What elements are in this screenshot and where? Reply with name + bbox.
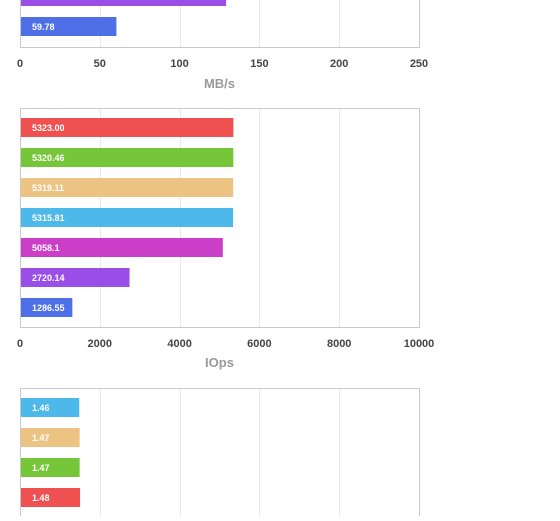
bar-value-label: 128.57 [32, 0, 60, 2]
bar [21, 178, 234, 197]
bar-value-label: 59.78 [32, 22, 55, 32]
bar-chart-3: 1.46 1.47 1.47 1.48 [20, 388, 420, 521]
x-tick-label: 6000 [247, 338, 271, 350]
bar [21, 17, 117, 36]
bar-value-label: 5320.46 [32, 153, 65, 163]
bar-value-label: 1.47 [32, 433, 50, 443]
x-tick-label: 50 [94, 58, 106, 70]
bar [21, 118, 234, 137]
x-axis-title: IOps [205, 355, 234, 370]
bar-value-label: 1286.55 [32, 303, 65, 313]
x-tick-label: 100 [170, 58, 188, 70]
bar-value-label: 5058.1 [32, 243, 60, 253]
bar [21, 208, 234, 227]
bar [21, 458, 80, 477]
x-tick-label: 250 [410, 58, 428, 70]
bar-value-label: 1.47 [32, 463, 50, 473]
bar [21, 0, 227, 6]
bar-value-label: 1.46 [32, 403, 50, 413]
bar [21, 298, 73, 317]
bar [21, 238, 223, 257]
bar [21, 268, 130, 287]
x-tick-label: 10000 [404, 338, 435, 350]
x-tick-label: 4000 [167, 338, 191, 350]
bar-chart-2: 5323.00 5320.46 5319.11 5315.81 5058.1 2720.1… [17, 108, 435, 370]
x-tick-label: 0 [17, 58, 23, 70]
bar-value-label: 5323.00 [32, 123, 65, 133]
bar [21, 398, 80, 417]
x-tick-label: 0 [17, 338, 23, 350]
bar [21, 488, 81, 507]
bar-value-label: 5319.11 [32, 183, 64, 193]
bar-value-label: 5315.81 [32, 213, 65, 223]
bar-value-label: 2720.14 [32, 273, 65, 283]
x-tick-label: 8000 [327, 338, 351, 350]
x-tick-label: 200 [330, 58, 348, 70]
plot-frame [20, 388, 420, 521]
x-tick-label: 150 [250, 58, 268, 70]
bar-value-label: 1.48 [32, 493, 50, 503]
bar [21, 428, 80, 447]
bar-chart-1: 128.57 59.78 0 50 100 150 200 250 MB/s [17, 0, 428, 91]
x-tick-label: 2000 [88, 338, 112, 350]
bar [21, 148, 234, 167]
x-axis-title: MB/s [204, 76, 235, 91]
